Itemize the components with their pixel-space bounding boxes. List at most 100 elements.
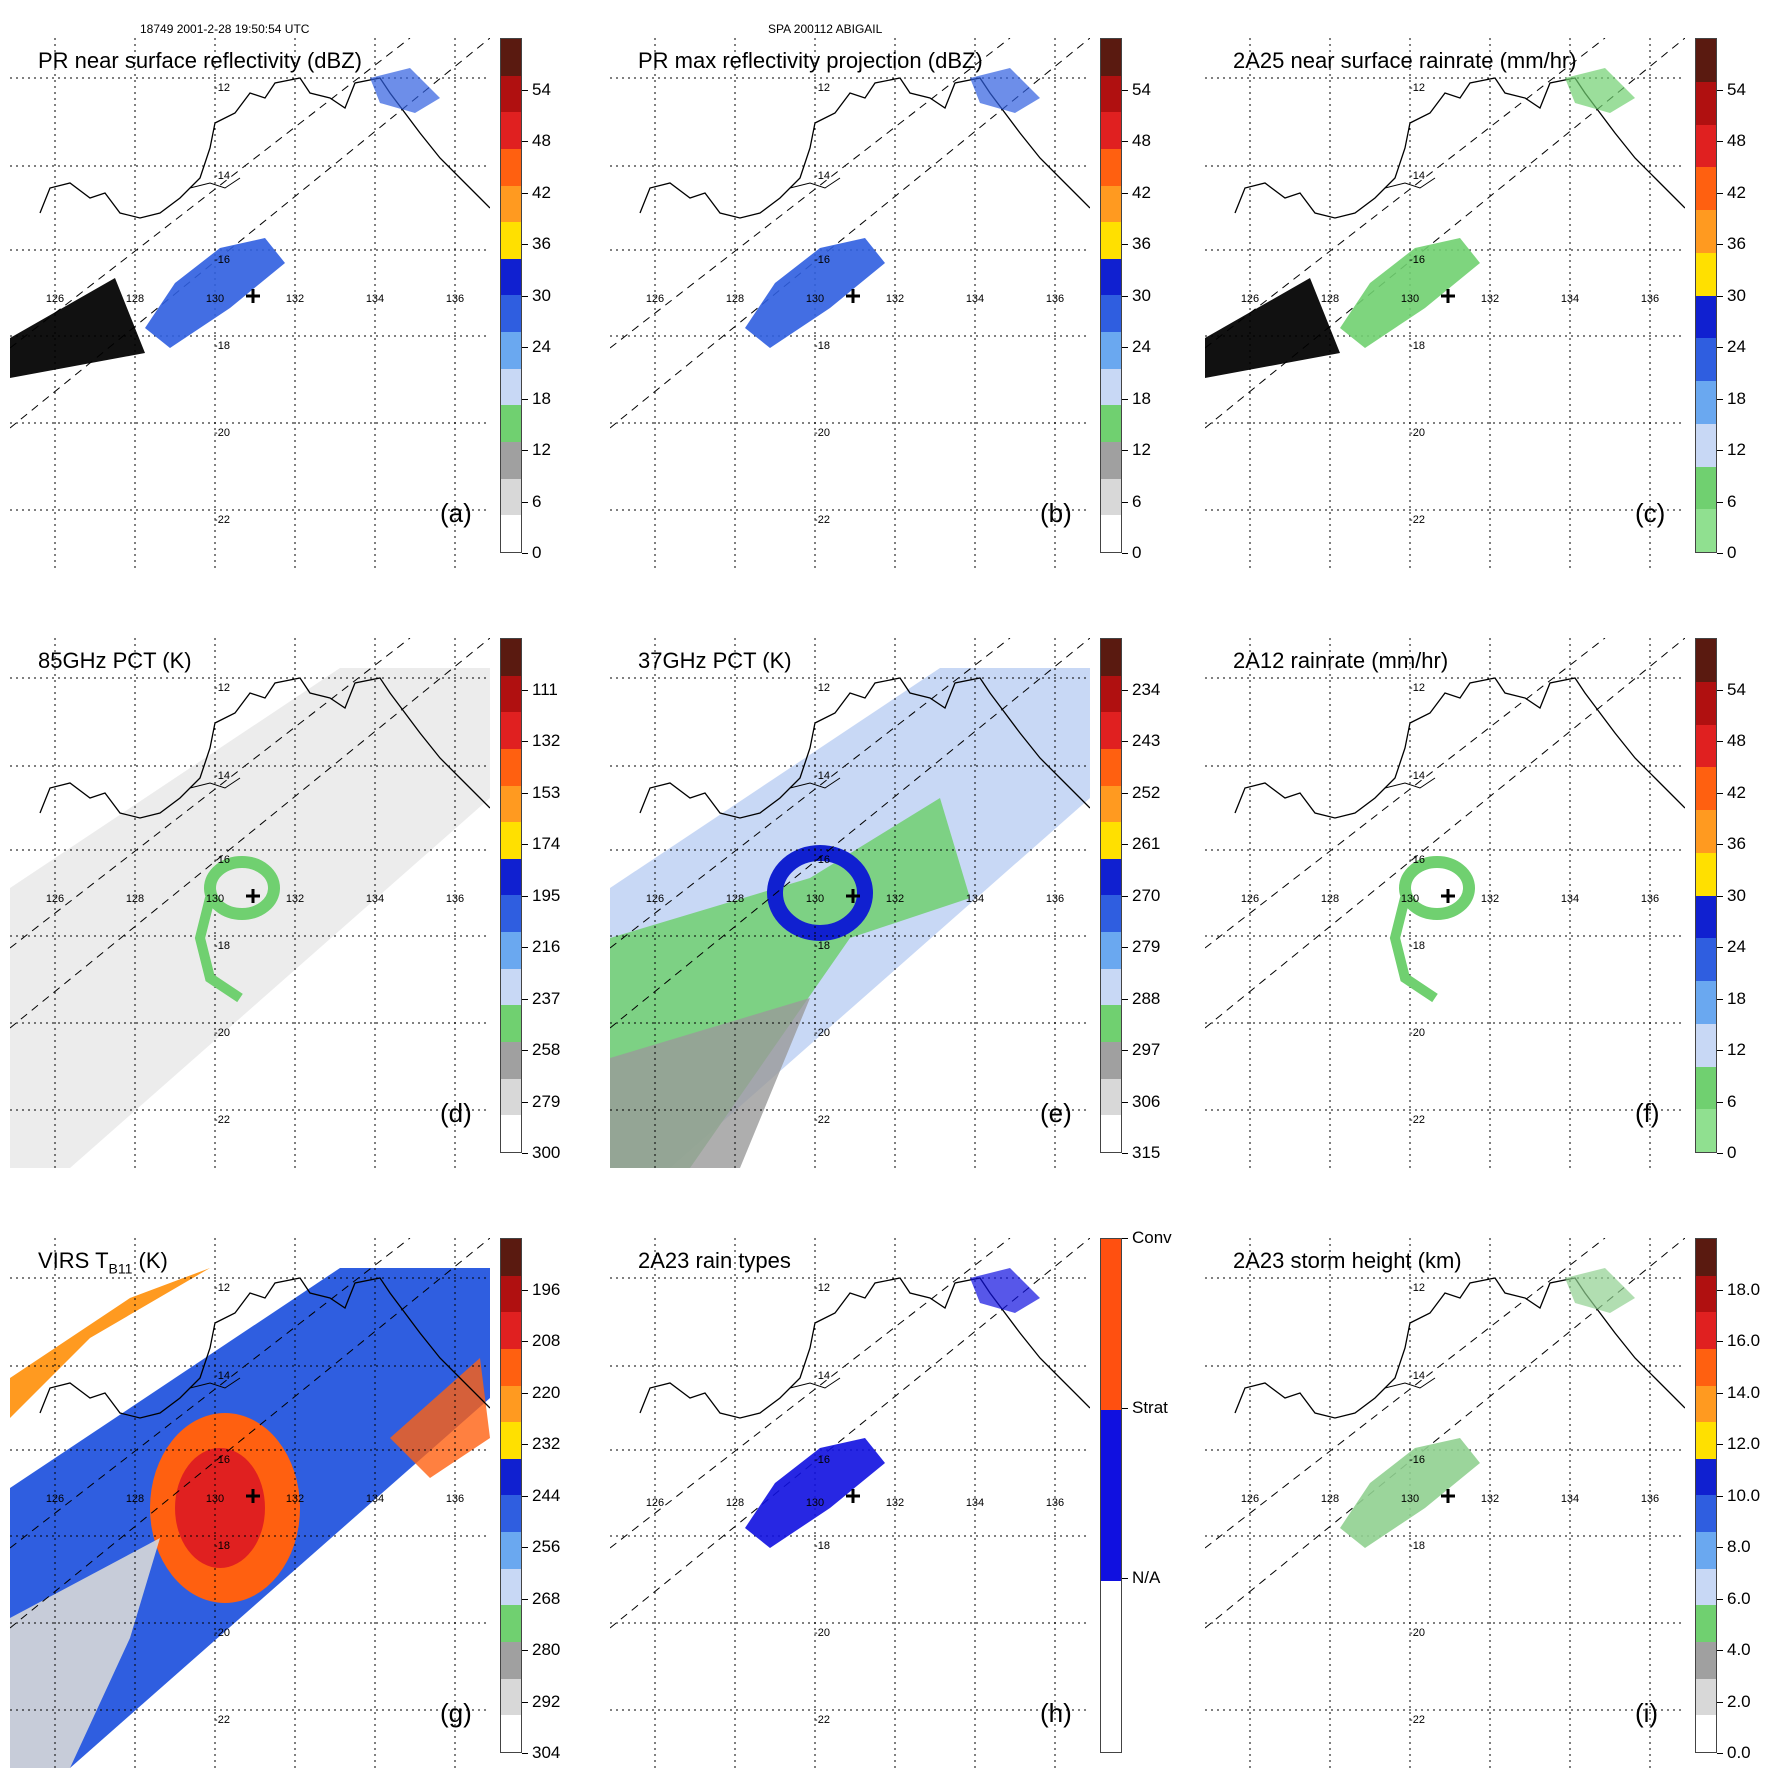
colorbar-segment	[501, 1532, 521, 1569]
orbit-time-header: 18749 2001-2-28 19:50:54 UTC	[140, 22, 310, 36]
lon-label: 132	[886, 293, 904, 305]
colorbar-tick-label: 0	[1727, 1143, 1737, 1162]
colorbar-segment	[1696, 1312, 1716, 1349]
colorbar-segment	[1101, 405, 1121, 443]
colorbar-tick-label: 0	[1132, 543, 1142, 562]
colorbar-tick-label: 42	[1132, 182, 1151, 202]
colorbar-tick-label: 30	[1132, 285, 1151, 305]
lon-label: 130	[806, 893, 824, 905]
lat-label: -22	[1409, 1714, 1425, 1726]
colorbar-tick-label: 6	[532, 491, 542, 511]
colorbar-tick-mark	[522, 1495, 528, 1497]
swath-edge-right	[1205, 38, 1606, 349]
lon-label: 126	[646, 893, 664, 905]
panel-title: 2A23 storm height (km)	[1233, 1248, 1462, 1273]
colorbar-tick-label: 300	[532, 1143, 561, 1162]
lat-label: -12	[1409, 82, 1425, 94]
colorbar-segment	[501, 258, 521, 296]
colorbar-tick-label: 30	[1727, 885, 1746, 905]
colorbar-tick-label: 258	[532, 1040, 561, 1060]
colorbar-tick-mark	[522, 347, 528, 349]
panel-label: (h)	[1040, 1698, 1072, 1728]
colorbar-tick-mark	[1122, 450, 1128, 452]
colorbar-tick-label: 24	[1727, 937, 1746, 957]
colorbar-segment	[501, 712, 521, 749]
lon-label: 126	[646, 1497, 664, 1509]
colorbar-segment	[1696, 1678, 1716, 1716]
colorbar-segment	[501, 112, 521, 149]
storm-center-cross-icon	[246, 889, 260, 903]
colorbar-tick-label: 208	[532, 1331, 561, 1351]
colorbar-tick-label: 10.0	[1727, 1485, 1761, 1505]
colorbar-tick-label: 48	[532, 131, 551, 151]
colorbar-tick-mark	[1122, 1153, 1128, 1154]
colorbar-tick-label: 48	[1727, 131, 1746, 151]
colorbar-tick-mark	[522, 553, 528, 554]
colorbar-tick-label: 174	[532, 834, 561, 854]
colorbar-segment	[1696, 39, 1716, 82]
colorbar-tick-label: 54	[532, 80, 551, 99]
colorbar-tick-mark	[1717, 553, 1723, 554]
colorbar-segment	[1696, 1385, 1716, 1423]
lat-label: -22	[214, 1114, 230, 1126]
lat-label: -18	[214, 1540, 230, 1552]
colorbar-segment	[501, 405, 521, 443]
colorbar-tick-label: 216	[532, 937, 561, 957]
colorbar-segment	[501, 785, 521, 823]
rain-band	[194, 896, 243, 1003]
colorbar-tick-label: 6	[1132, 491, 1142, 511]
lon-label: 134	[966, 1497, 984, 1509]
lat-label: -14	[1409, 770, 1425, 782]
panel-label: (c)	[1635, 498, 1666, 528]
rain-area	[1340, 238, 1480, 348]
lat-label: -14	[214, 1370, 230, 1382]
colorbar-tick-label: 30	[532, 285, 551, 305]
colorbar-tick-label: 268	[532, 1588, 561, 1608]
colorbar-tick-mark	[1717, 501, 1723, 503]
colorbar-tick-mark	[1122, 501, 1128, 503]
colorbar-segment	[1696, 1458, 1716, 1496]
colorbar-tick-label: 288	[1132, 988, 1161, 1008]
colorbar-segment	[1101, 39, 1121, 76]
colorbar-segment	[1101, 1581, 1121, 1752]
colorbar-tick-mark	[1717, 1753, 1723, 1754]
colorbar-tick-mark	[522, 1153, 528, 1154]
map-g: 126 128 130 132 134 136 -12 -14 -16 -18 -20 -22	[10, 1238, 490, 1768]
lon-label: 134	[1561, 893, 1579, 905]
swath-edge-left	[1205, 38, 1685, 429]
lon-label: 136	[1641, 893, 1659, 905]
colorbar-segment	[1696, 1275, 1716, 1313]
colorbar-tick-mark	[522, 844, 528, 846]
lon-label: 136	[446, 293, 464, 305]
colorbar-tick-label: 24	[532, 337, 551, 357]
lon-label: 128	[1321, 1493, 1339, 1505]
coastline	[639, 1277, 1090, 1419]
coastline	[39, 77, 490, 219]
colorbar-tick-mark	[1122, 192, 1128, 194]
lat-label: -12	[814, 1282, 830, 1294]
colorbar-segment	[1101, 332, 1121, 369]
colorbar-segment	[1696, 423, 1716, 467]
colorbar-segment	[1101, 1042, 1121, 1079]
lon-label: 130	[206, 1493, 224, 1505]
colorbar-tick-label: 0.0	[1727, 1743, 1751, 1762]
colorbar-tick-label: 6	[1727, 1091, 1737, 1111]
panel-d: 126 128 130 132 134 136 -12 -14 -16 -18 -20 -22 85GH…	[10, 638, 570, 1168]
colorbar-tick-mark	[522, 1701, 528, 1703]
panel-title-tail: (K)	[132, 1248, 168, 1273]
colorbar-tick-mark	[522, 141, 528, 143]
colorbar-tick-mark	[522, 501, 528, 503]
colorbar-tick-mark	[522, 90, 528, 91]
panel-g: 126 128 130 132 134 136 -12 -14 -16 -18 -20 -22 VIRS…	[10, 1238, 570, 1768]
colorbar-segment	[1696, 1239, 1716, 1276]
colorbar-tick-mark	[1717, 1598, 1723, 1600]
colorbar-tick-mark	[1717, 1392, 1723, 1394]
colorbar-tick-mark	[1717, 690, 1723, 691]
colorbar-tick-label: 42	[532, 182, 551, 202]
panel-i: 126 128 130 132 134 136 -12 -14 -16 -18 -20 -22 2A23…	[1205, 1238, 1765, 1768]
colorbar-tick-label: 54	[1727, 680, 1746, 699]
colorbar-tick-mark	[1717, 1050, 1723, 1052]
colorbar-tick-label: 220	[532, 1382, 561, 1402]
colorbar-tick-mark	[522, 1547, 528, 1549]
lon-label: 136	[446, 1493, 464, 1505]
